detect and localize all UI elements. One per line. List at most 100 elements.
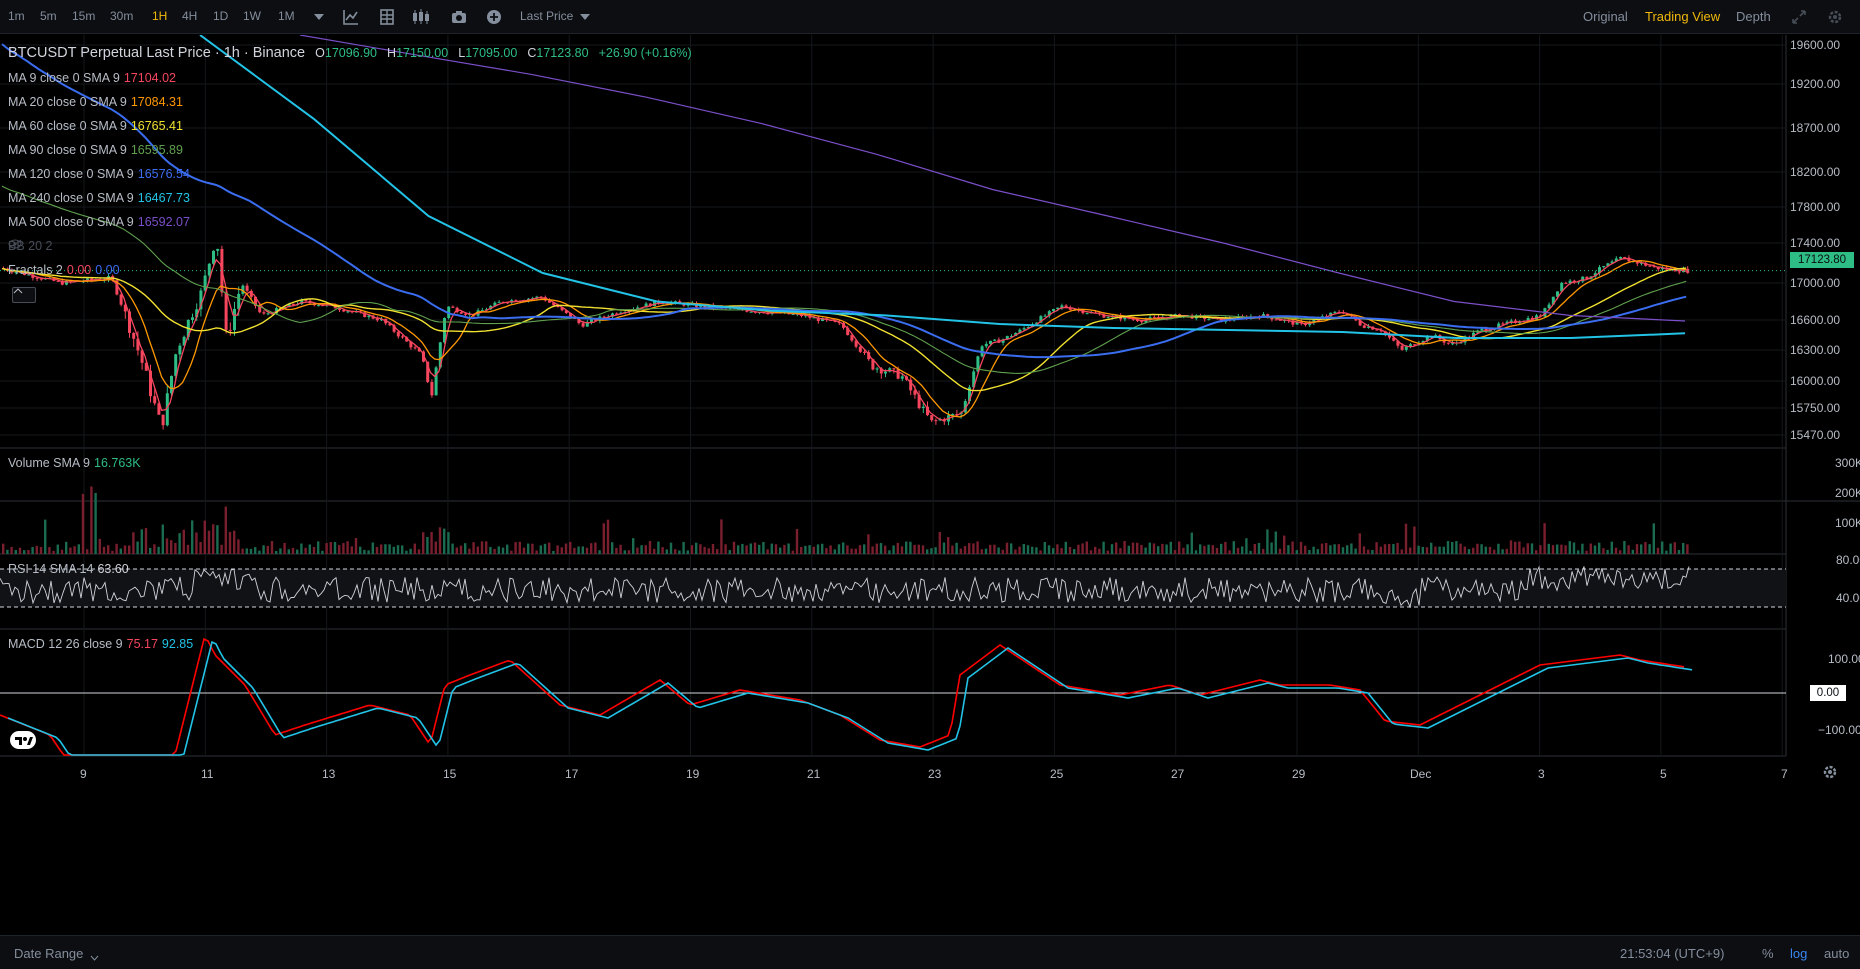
volume-axis-label: 200K <box>1835 486 1860 500</box>
legend-rsi[interactable]: RSI 14 SMA 14 63.60 <box>8 562 129 576</box>
log-toggle[interactable]: log <box>1790 946 1808 961</box>
legend-ma20[interactable]: MA 20 close 0 SMA 9 17084.31 <box>8 95 183 109</box>
legend-ma500[interactable]: MA 500 close 0 SMA 9 16592.07 <box>8 215 190 229</box>
volume-bar <box>363 549 366 554</box>
date-range-button[interactable]: Date Range <box>14 946 84 961</box>
timeframe-1w[interactable]: 1W <box>243 9 261 23</box>
volume-bar <box>1556 544 1559 554</box>
volume-bar <box>1123 541 1126 554</box>
legend-ma120[interactable]: MA 120 close 0 SMA 9 16576.54 <box>8 167 190 181</box>
volume-bar <box>1656 547 1660 554</box>
settings-icon[interactable] <box>1826 8 1844 26</box>
candle-body <box>212 250 215 264</box>
volume-bar <box>430 531 433 554</box>
volume-bar <box>896 542 899 554</box>
volume-bar <box>186 544 190 554</box>
tab-original[interactable]: Original <box>1583 9 1628 24</box>
candle-body <box>611 313 614 317</box>
legend-ma240[interactable]: MA 240 close 0 SMA 9 16467.73 <box>8 191 190 205</box>
price-type-chevron-icon[interactable] <box>576 8 594 26</box>
candle-body <box>153 396 157 404</box>
macd-line <box>0 637 1685 756</box>
volume-bar <box>472 542 475 554</box>
volume-bar <box>968 543 971 554</box>
volume-bar <box>1253 543 1256 554</box>
price-type-select[interactable]: Last Price <box>520 9 574 23</box>
volume-bar <box>1589 543 1592 554</box>
volume-bar <box>1152 543 1156 554</box>
date-axis-label: 23 <box>928 767 942 781</box>
candle-body <box>1358 320 1362 326</box>
add-icon[interactable] <box>485 8 503 26</box>
volume-bar <box>1434 546 1437 554</box>
legend-ma9[interactable]: MA 9 close 0 SMA 9 17104.02 <box>8 71 176 85</box>
tab-trading-view[interactable]: Trading View <box>1645 9 1721 24</box>
legend-macd[interactable]: MACD 12 26 close 9 75.17 92.85 <box>8 637 193 651</box>
volume-bar <box>926 549 929 554</box>
candle-body <box>926 406 929 416</box>
candle-body <box>413 347 417 349</box>
change-value: +26.90 (+0.16%) <box>598 46 692 60</box>
candle-body <box>1451 343 1454 345</box>
timeframe-1m[interactable]: 1m <box>8 9 25 23</box>
timeframe-30m[interactable]: 30m <box>110 9 134 23</box>
legend-ma60[interactable]: MA 60 close 0 SMA 9 16765.41 <box>8 119 183 133</box>
date-axis-label: Dec <box>1410 767 1432 781</box>
candle-body <box>581 323 585 327</box>
timeframe-5m[interactable]: 5m <box>40 9 57 23</box>
legend-value: 92.85 <box>161 637 194 651</box>
timeframe-1d[interactable]: 1D <box>213 9 229 23</box>
legend-bb[interactable]: BB 20 2 <box>8 239 56 253</box>
volume-bar <box>1543 523 1546 554</box>
date-range-chevron-icon[interactable] <box>90 949 99 964</box>
indicators-icon[interactable] <box>342 8 360 26</box>
candle-body <box>14 272 18 274</box>
volume-bar <box>182 529 185 554</box>
timeframe-4h[interactable]: 4H <box>182 9 198 23</box>
volume-bar <box>1291 541 1294 554</box>
volume-bar <box>380 544 383 554</box>
volume-bar <box>522 547 526 554</box>
bb-label: BB 20 2 <box>8 239 53 253</box>
candle-type-icon[interactable] <box>412 8 430 26</box>
candle-body <box>896 368 900 379</box>
timeframe-1h[interactable]: 1H <box>152 9 168 23</box>
volume-bar <box>703 546 706 554</box>
candle-body <box>1606 263 1610 267</box>
collapse-legend-button[interactable] <box>12 287 36 303</box>
candle-body <box>1362 325 1366 328</box>
candle-body <box>39 278 43 280</box>
volume-bar <box>816 544 820 554</box>
legend-value: 0.00 <box>66 263 92 277</box>
percent-toggle[interactable]: % <box>1762 946 1774 961</box>
legend-volume[interactable]: Volume SMA 9 16.763K <box>8 456 141 470</box>
volume-bar <box>812 546 815 554</box>
volume-bar <box>262 545 265 554</box>
legend-fractals[interactable]: Fractals 2 0.00 0.00 <box>8 263 120 277</box>
timeframe-15m[interactable]: 15m <box>72 9 96 23</box>
tab-depth[interactable]: Depth <box>1736 9 1771 24</box>
camera-icon[interactable] <box>450 8 468 26</box>
volume-bar <box>569 541 572 554</box>
layout-icon[interactable] <box>378 8 396 26</box>
volume-bar <box>875 543 878 554</box>
volume-bar <box>426 536 429 554</box>
candle-body <box>535 296 539 299</box>
volume-bar <box>464 543 467 554</box>
volume-bar <box>829 545 832 554</box>
price-chart-svg[interactable] <box>0 35 1860 903</box>
volume-bar <box>1056 544 1059 554</box>
timeframe-1mo[interactable]: 1M <box>278 9 295 23</box>
candle-body <box>342 309 346 312</box>
volume-bar <box>1106 550 1109 554</box>
volume-bar <box>1236 547 1240 554</box>
more-timeframes-chevron-icon[interactable] <box>310 8 328 26</box>
chart-area[interactable]: BTCUSDT Perpetual Last Price · 1h · Bina… <box>0 35 1860 903</box>
candle-body <box>1047 311 1051 316</box>
candle-body <box>560 307 564 311</box>
volume-bar <box>65 541 68 554</box>
candle-body <box>455 307 459 313</box>
legend-ma90[interactable]: MA 90 close 0 SMA 9 16595.89 <box>8 143 183 157</box>
auto-toggle[interactable]: auto <box>1824 946 1850 961</box>
fullscreen-icon[interactable] <box>1790 8 1808 26</box>
